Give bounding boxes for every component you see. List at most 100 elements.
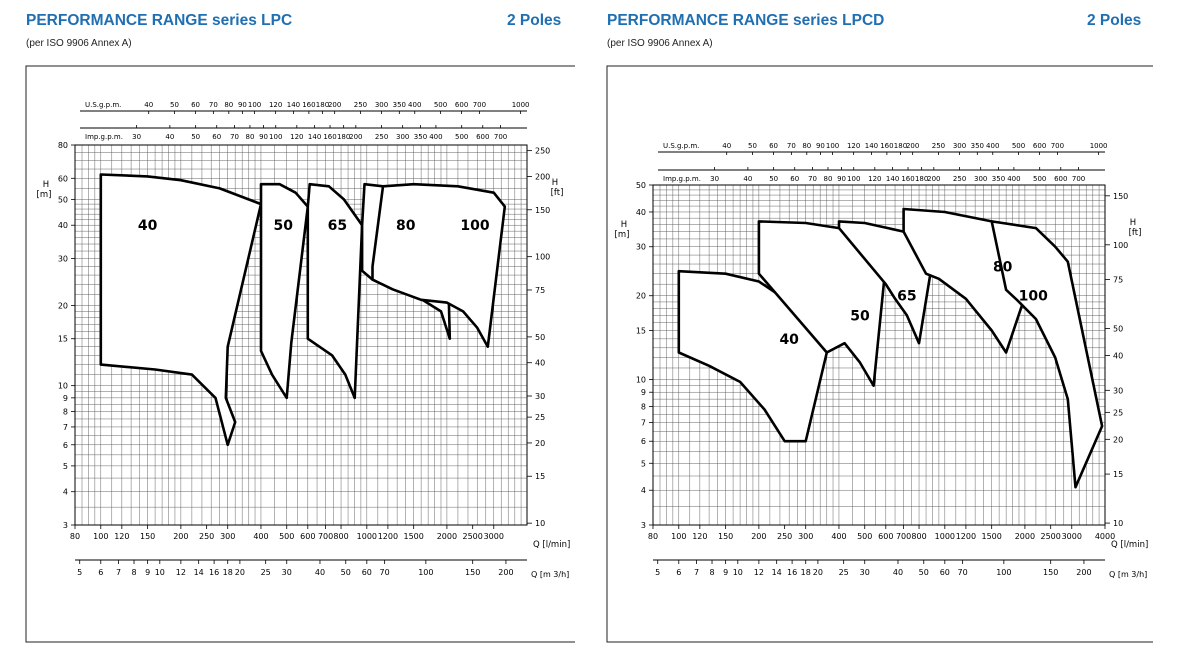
imp-gpm-tick-label: 100 — [847, 175, 860, 183]
m3h-tick-label: 25 — [839, 568, 849, 577]
us-gpm-tick-label: 500 — [434, 101, 447, 109]
chart-frame — [25, 65, 575, 643]
m3h-tick-label: 6 — [676, 568, 681, 577]
y-tick-label: 20 — [58, 301, 68, 310]
imp-gpm-tick-label: 300 — [974, 175, 987, 183]
imp-gpm-tick-label: 600 — [1054, 175, 1067, 183]
us-gpm-tick-label: 500 — [1012, 142, 1025, 150]
ft-axis-unit: [ft] — [551, 188, 564, 198]
imp-gpm-tick-label: 200 — [927, 175, 940, 183]
m3h-tick-label: 100 — [418, 568, 433, 577]
y-tick-label: 5 — [641, 459, 646, 468]
x-tick-label: 80 — [648, 532, 658, 541]
imp-gpm-tick-label: 120 — [290, 133, 303, 141]
ft-tick-label: 150 — [535, 206, 550, 215]
us-gpm-tick-label: 300 — [375, 101, 388, 109]
imp-gpm-tick-label: 300 — [396, 133, 409, 141]
us-gpm-tick-label: 600 — [1033, 142, 1046, 150]
imp-gpm-tick-label: 120 — [868, 175, 881, 183]
x-tick-label: 1000 — [357, 532, 377, 541]
m3h-tick-label: 18 — [223, 568, 233, 577]
y-tick-label: 15 — [636, 326, 646, 335]
us-gpm-tick-label: 1000 — [512, 101, 530, 109]
y-tick-label: 8 — [641, 402, 646, 411]
x-tick-label: 250 — [199, 532, 214, 541]
us-gpm-tick-label: 50 — [748, 142, 757, 150]
us-gpm-tick-label: 140 — [287, 101, 300, 109]
m3h-tick-label: 70 — [380, 568, 390, 577]
x-tick-label: 3000 — [1062, 532, 1082, 541]
x-tick-label: 600 — [878, 532, 893, 541]
performance-area-40 — [99, 173, 263, 447]
x-tick-label: 100 — [93, 532, 108, 541]
m3h-tick-label: 18 — [801, 568, 811, 577]
m3h-tick-label: 10 — [155, 568, 165, 577]
us-gpm-tick-label: 250 — [354, 101, 367, 109]
us-gpm-tick-label: 350 — [393, 101, 406, 109]
x-tick-label: 1500 — [981, 532, 1001, 541]
us-gpm-tick-label: 400 — [986, 142, 999, 150]
chart-title: PERFORMANCE RANGE series LPC — [26, 12, 293, 29]
us-gpm-tick-label: 200 — [906, 142, 919, 150]
imp-gpm-tick-label: 30 — [132, 133, 141, 141]
y-tick-label: 50 — [636, 181, 646, 190]
ft-tick-label: 150 — [1113, 192, 1128, 201]
x-tick-label: 2000 — [437, 532, 457, 541]
us-gpm-tick-label: 120 — [269, 101, 282, 109]
m3h-tick-label: 6 — [98, 568, 103, 577]
m3h-tick-label: 200 — [498, 568, 513, 577]
imp-gpm-tick-label: 160 — [323, 133, 336, 141]
us-gpm-tick-label: 180 — [316, 101, 329, 109]
chart-frame — [606, 65, 1153, 643]
m3h-tick-label: 70 — [958, 568, 968, 577]
m3h-tick-label: 150 — [1043, 568, 1058, 577]
ft-tick-label: 25 — [1113, 408, 1123, 417]
imp-gpm-tick-label: 50 — [191, 133, 200, 141]
y-tick-label: 50 — [58, 195, 68, 204]
x-tick-label: 80 — [70, 532, 80, 541]
us-gpm-tick-label: 60 — [769, 142, 778, 150]
imp-gpm-tick-label: 250 — [953, 175, 966, 183]
plot-border — [652, 184, 1106, 526]
x-tick-label: 200 — [173, 532, 188, 541]
imp-gpm-tick-label: 180 — [337, 133, 350, 141]
x-tick-label: 250 — [777, 532, 792, 541]
m3h-tick-label: 5 — [77, 568, 82, 577]
series-label-80: 80 — [396, 218, 416, 234]
imp-gpm-tick-label: 400 — [429, 133, 442, 141]
imp-gpm-tick-label: 90 — [259, 133, 268, 141]
m3h-tick-label: 16 — [209, 568, 219, 577]
m3h-tick-label: 10 — [733, 568, 743, 577]
y-tick-label: 9 — [63, 394, 68, 403]
y-tick-label: 80 — [58, 141, 68, 150]
x-tick-label: 300 — [798, 532, 813, 541]
ft-tick-label: 10 — [535, 519, 545, 528]
imp-gpm-tick-label: 80 — [245, 133, 254, 141]
imp-gpm-tick-label: 400 — [1007, 175, 1020, 183]
y-tick-label: 10 — [58, 382, 68, 391]
performance-area-65 — [306, 182, 364, 400]
us-gpm-tick-label: 70 — [787, 142, 796, 150]
x-tick-label: 1200 — [378, 532, 398, 541]
series-label-100: 100 — [1019, 289, 1048, 305]
x-tick-label: 600 — [300, 532, 315, 541]
y-tick-label: 60 — [58, 174, 68, 183]
ft-tick-label: 75 — [1113, 276, 1123, 285]
imp-gpm-tick-label: 200 — [349, 133, 362, 141]
us-gpm-tick-label: 90 — [238, 101, 247, 109]
x-tick-label: 1500 — [403, 532, 423, 541]
imp-gpm-tick-label: 60 — [212, 133, 221, 141]
ft-tick-label: 15 — [1113, 470, 1123, 479]
imp-gpm-tick-label: 500 — [1033, 175, 1046, 183]
ft-tick-label: 40 — [535, 359, 545, 368]
y-tick-label: 15 — [58, 335, 68, 344]
series-label-100: 100 — [460, 218, 489, 234]
x-tick-label: 120 — [692, 532, 707, 541]
us-gpm-tick-label: 100 — [826, 142, 839, 150]
imp-gpm-label: Imp.g.p.m. — [85, 133, 123, 141]
y-tick-label: 40 — [58, 221, 68, 230]
y-axis-unit: [m] — [37, 190, 52, 200]
imp-gpm-tick-label: 70 — [230, 133, 239, 141]
y-tick-label: 9 — [641, 388, 646, 397]
ft-tick-label: 10 — [1113, 519, 1123, 528]
